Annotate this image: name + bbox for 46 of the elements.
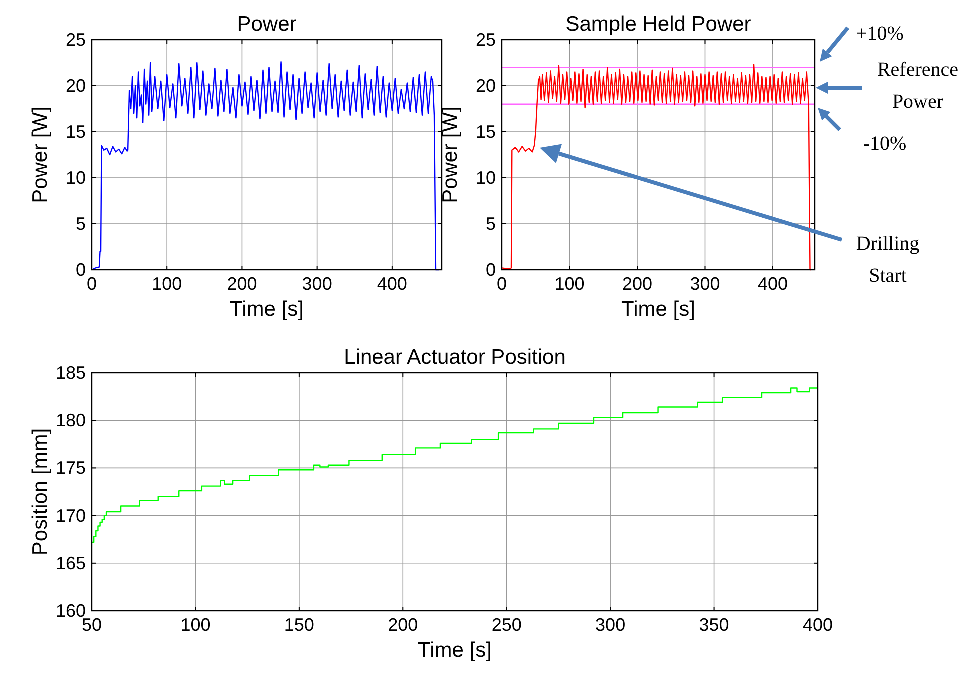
y-tick-label: 165: [56, 553, 86, 574]
chart-title: Power: [237, 13, 297, 36]
y-tick-label: 180: [56, 410, 86, 431]
x-tick-label: 300: [596, 615, 626, 635]
y-tick-label: 20: [66, 76, 86, 96]
x-tick-label: 200: [388, 615, 418, 635]
line-series: [501, 64, 812, 271]
text: Reference Power: [877, 59, 959, 113]
x-tick-label: 400: [377, 274, 408, 294]
x-axis-title: Time [s]: [622, 298, 696, 321]
x-tick-label: 250: [492, 615, 522, 635]
text: Drilling Start: [856, 233, 920, 287]
x-tick-label: 400: [758, 274, 788, 294]
y-tick-label: 25: [66, 30, 86, 50]
y-tick-label: 175: [56, 458, 86, 478]
x-axis-title: Time [s]: [418, 639, 492, 662]
x-tick-label: 300: [302, 274, 332, 294]
y-tick-label: 15: [476, 122, 496, 142]
y-tick-label: 5: [76, 214, 86, 234]
chart-title: Linear Actuator Position: [344, 346, 566, 369]
x-tick-label: 200: [622, 274, 653, 294]
y-tick-label: 0: [76, 260, 86, 280]
y-tick-label: 170: [56, 506, 86, 526]
y-tick-label: 185: [56, 363, 86, 383]
y-axis-title: Position [mm]: [29, 428, 52, 556]
x-tick-label: 350: [699, 615, 730, 635]
x-tick-label: 150: [284, 615, 314, 635]
y-tick-label: 5: [486, 214, 496, 234]
y-axis-title: Power [W]: [29, 106, 52, 204]
y-tick-label: 25: [476, 30, 496, 50]
text: -10%: [863, 133, 907, 155]
y-tick-label: 10: [476, 168, 496, 188]
x-tick-label: 100: [554, 274, 585, 294]
x-tick-label: 100: [180, 615, 211, 635]
y-tick-label: 20: [476, 76, 496, 96]
y-axis-title: Power [W]: [439, 106, 462, 204]
x-tick-label: 100: [152, 274, 182, 294]
y-tick-label: 15: [66, 122, 86, 142]
text: +10%: [856, 23, 904, 45]
x-tick-label: 200: [227, 274, 258, 294]
y-tick-label: 10: [66, 168, 86, 188]
x-axis-title: Time [s]: [230, 298, 304, 321]
x-tick-label: 400: [802, 615, 834, 635]
x-tick-label: 300: [690, 274, 720, 294]
y-tick-label: 0: [486, 260, 496, 280]
chart-title: Sample Held Power: [566, 13, 752, 36]
